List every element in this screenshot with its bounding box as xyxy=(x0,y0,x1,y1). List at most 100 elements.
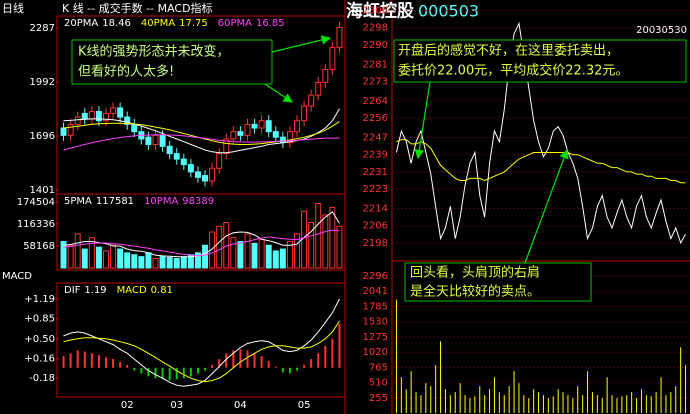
y-tick-label: 2273 xyxy=(363,76,388,87)
volume-bar xyxy=(464,395,466,413)
volume-bar xyxy=(552,396,554,413)
volume-bar xyxy=(173,258,180,269)
date: 20030530 xyxy=(636,25,687,36)
volume-bar xyxy=(244,233,251,269)
volume-bar xyxy=(131,254,138,269)
arrow xyxy=(414,81,431,160)
annotation-box xyxy=(393,39,687,83)
legend-value: 98389 xyxy=(182,196,214,207)
stock-code: 000503 xyxy=(418,2,479,21)
panel-title: MACD xyxy=(2,271,32,282)
volume-bar xyxy=(286,240,293,269)
candle-body xyxy=(60,127,67,136)
candle-body xyxy=(145,136,152,145)
y-tick-label: +0.16 xyxy=(24,354,55,365)
candle-body xyxy=(202,175,209,182)
volume-bar xyxy=(420,395,422,413)
legend-name: DIF xyxy=(64,285,81,296)
y-tick-label: 1696 xyxy=(30,131,55,142)
volume-bar xyxy=(591,392,593,413)
candle-body xyxy=(216,153,223,169)
volume-bar xyxy=(159,256,166,269)
volume-bar xyxy=(145,252,152,269)
y-tick-label: 2231 xyxy=(363,167,388,178)
volume-bar xyxy=(60,240,67,269)
volume-bar xyxy=(117,248,124,269)
candle-body xyxy=(187,164,194,173)
candle-body xyxy=(88,111,95,120)
volume-bar xyxy=(675,386,677,413)
volume-bar xyxy=(557,389,559,413)
y-tick-label: 2041 xyxy=(363,286,388,297)
line xyxy=(63,298,340,387)
candle-body xyxy=(286,131,293,144)
y-tick-label: 2198 xyxy=(363,238,388,249)
volume-bar xyxy=(523,395,525,413)
volume-bar xyxy=(202,244,209,269)
y-tick-label: 2298 xyxy=(363,23,388,34)
y-tick-label: 2256 xyxy=(363,113,388,124)
line xyxy=(63,320,340,383)
volume-bar xyxy=(410,371,412,413)
volume-bar xyxy=(655,392,657,413)
plot: 2287 1992 1696 1401 20PMA 18.46 40PMA 17.75 60PM… xyxy=(2,5,688,413)
volume-bar xyxy=(279,248,286,269)
volume-bar xyxy=(582,395,584,413)
y-tick-label: 255 xyxy=(369,393,388,404)
volume-bar xyxy=(640,389,642,413)
volume-bar xyxy=(660,377,662,413)
volume-bar xyxy=(542,395,544,413)
x-tick-label: 03 xyxy=(170,400,183,411)
annotation: 委托价22.00元，平均成交价22.32元。 xyxy=(398,63,628,79)
legend-name: 5PMA xyxy=(64,196,92,207)
annotation: 但看好的人太多! xyxy=(78,64,174,80)
candle-body xyxy=(103,112,109,122)
candle-body xyxy=(315,81,322,96)
volume-bar xyxy=(95,246,102,269)
annotation: K线的强势形态并未改变， xyxy=(78,44,230,60)
volume-bar xyxy=(294,233,300,269)
volume-bar xyxy=(533,389,535,413)
y-tick-label: 1401 xyxy=(30,185,55,196)
y-tick-label: 2306 xyxy=(363,5,388,16)
volume-bar xyxy=(336,225,343,269)
macd-frame xyxy=(56,282,346,398)
y-tick-label: 2239 xyxy=(363,150,388,161)
candle-body xyxy=(117,107,124,118)
volume-bar xyxy=(124,252,131,269)
volume-bar xyxy=(685,365,687,413)
y-tick-label: 1992 xyxy=(30,77,55,88)
legend-value: 117581 xyxy=(96,196,134,207)
y-tick-label: 2214 xyxy=(363,203,388,214)
volume-bar xyxy=(430,386,432,413)
volume-bar xyxy=(103,250,109,269)
y-tick-label: 174504 xyxy=(17,197,55,208)
volume-bar xyxy=(665,395,667,413)
volume-bar xyxy=(631,392,633,413)
line xyxy=(395,21,686,245)
legend-value: 0.81 xyxy=(151,285,173,296)
candle-body xyxy=(74,116,81,125)
volume-bar xyxy=(469,398,471,413)
volume-bar xyxy=(454,392,456,413)
volume-bar xyxy=(415,392,417,413)
y-tick-label: 58168 xyxy=(23,241,55,252)
volume-bar xyxy=(74,233,81,269)
y-tick-label: 2296 xyxy=(363,271,388,282)
y-tick-label: 116336 xyxy=(17,219,55,230)
candle-body xyxy=(124,116,131,125)
candle-body xyxy=(95,111,102,122)
candle-body xyxy=(251,123,258,129)
volume-bar xyxy=(621,396,623,413)
volume-bar xyxy=(508,386,510,413)
candle-body xyxy=(265,120,272,133)
volume-bar xyxy=(538,392,540,413)
line xyxy=(63,211,340,258)
volume-bar xyxy=(611,395,613,413)
volume-bar xyxy=(440,341,442,413)
candle-body xyxy=(308,94,315,107)
annotation: 是全天比较好的卖点。 xyxy=(410,284,540,300)
volume-bar xyxy=(180,256,187,269)
legend-name: 10PMA xyxy=(144,196,178,207)
